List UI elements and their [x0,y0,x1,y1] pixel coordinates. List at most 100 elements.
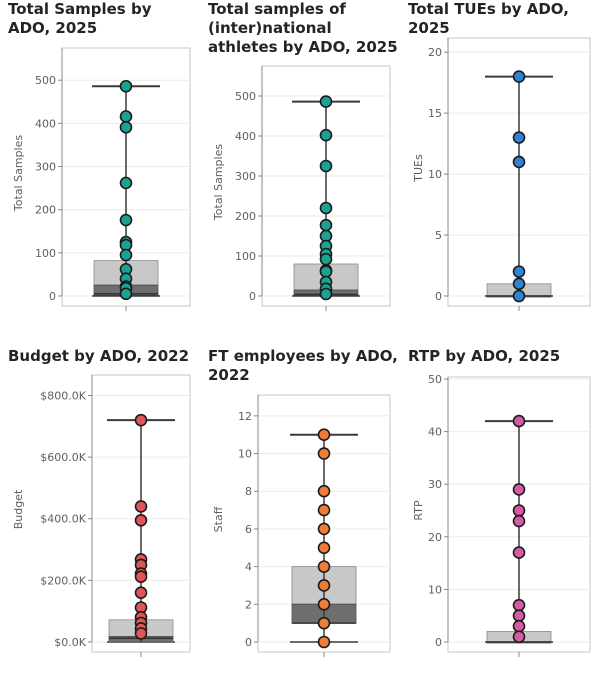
chart-title: RTP by ADO, 2025 [408,347,561,365]
data-point [134,513,148,527]
data-point [134,586,148,599]
chart-ft-employees: 0 2 4 6 8 10 12 Staff [212,394,391,657]
data-point [317,560,331,573]
tick-label: 4 [245,561,252,574]
tick-label: 100 [35,247,56,260]
tick-label: 50 [428,373,442,386]
tick-label: $0.0K [54,636,86,649]
y-axis-label: Budget [12,489,25,529]
tick-label: 300 [35,161,56,174]
data-point [512,514,526,528]
data-point [317,428,331,441]
tick-label: 10 [238,448,252,461]
tick-label: 200 [35,204,56,217]
tick-label: 400 [35,117,56,130]
data-point [119,287,133,301]
y-axis-label: Staff [212,506,225,532]
data-point [317,598,331,611]
chart-panel-intl-samples: Total samples of (inter)national athlete… [200,0,400,340]
tick-label: 30 [428,478,442,491]
data-point [512,609,526,623]
chart-rtp: 0 10 20 30 40 50 RTP [412,373,591,657]
data-point [512,598,526,612]
data-point [319,159,333,173]
tick-label: 40 [428,426,442,439]
data-point [512,265,526,278]
tick-label: $400.0K [40,513,86,526]
data-point [319,218,333,232]
tick-label: 200 [235,210,256,223]
data-point [119,120,133,134]
data-point [512,155,526,169]
data-point [512,70,526,83]
chart-panel-total-samples: Total Samples by ADO, 2025 0 100 200 300 400… [0,0,200,340]
y-axis-label: Total Samples [12,135,25,212]
tick-label: 100 [235,250,256,263]
tick-label: 20 [428,46,442,59]
data-point [319,201,333,215]
data-point [512,131,526,144]
data-point [512,277,526,291]
chart-total-samples: 0 100 200 300 400 500 Total Samples [12,47,191,311]
tick-label: 0 [435,290,442,303]
chart-title: Total samples of (inter)national athlete… [208,0,398,56]
data-point [512,630,526,644]
data-point [119,79,133,93]
data-point [317,484,331,498]
data-point [319,287,333,301]
tick-label: $600.0K [40,451,86,464]
data-point [119,213,133,227]
data-point [317,447,331,460]
data-point [512,289,526,303]
chart-title: FT employees by ADO, 2022 [208,347,398,384]
data-point [319,252,333,266]
tick-label: $200.0K [40,574,86,587]
data-point [134,413,148,427]
data-point [317,541,331,555]
tick-label: 10 [428,168,442,181]
tick-label: 5 [435,229,442,242]
data-point [319,95,333,108]
tick-label: 8 [245,485,252,498]
tick-label: 6 [245,523,252,536]
chart-title: Total TUEs by ADO, 2025 [408,0,569,37]
data-point [512,546,526,559]
tick-label: 0 [249,290,256,303]
data-point [317,616,331,630]
data-point [119,176,133,190]
chart-panel-budget: Budget by ADO, 2022 $0.0K $200.0K $400.0K $… [0,347,200,687]
y-axis-label: Total Samples [212,144,225,221]
tick-label: 15 [428,107,442,120]
chart-panel-ft-employees: FT employees by ADO, 2022 0 2 4 6 8 10 12 Staff [200,347,400,687]
data-point [134,500,148,513]
chart-panel-tues: Total TUEs by ADO, 2025 0 5 10 15 20 TUEs [400,0,600,340]
chart-budget: $0.0K $200.0K $400.0K $600.0K $800.0K Budget [12,374,191,657]
chart-intl-samples: 0 100 200 300 400 500 Total Samples [212,65,391,311]
data-point [512,414,526,428]
data-point [119,248,133,262]
chart-title: Total Samples by ADO, 2025 [8,0,152,37]
tick-label: 2 [245,598,252,611]
data-point [317,579,331,592]
tick-label: 400 [235,130,256,143]
tick-label: 500 [235,90,256,103]
chart-tues: 0 5 10 15 20 TUEs [412,37,591,311]
data-point [317,522,331,536]
tick-label: 300 [235,170,256,183]
data-point [319,265,333,278]
data-point [512,619,526,633]
y-axis-label: TUEs [412,154,425,183]
data-point [512,483,526,496]
tick-label: 12 [238,410,252,423]
chart-title: Budget by ADO, 2022 [8,347,190,365]
tick-label: $800.0K [40,389,86,402]
data-point [134,570,148,583]
y-axis-label: RTP [412,500,425,521]
data-point [119,110,133,123]
data-point [512,504,526,517]
tick-label: 20 [428,531,442,544]
data-point [134,627,148,640]
tick-label: 500 [35,74,56,87]
chart-panel-rtp: RTP by ADO, 2025 0 10 20 30 40 50 RTP [400,347,600,687]
data-point [319,128,333,142]
